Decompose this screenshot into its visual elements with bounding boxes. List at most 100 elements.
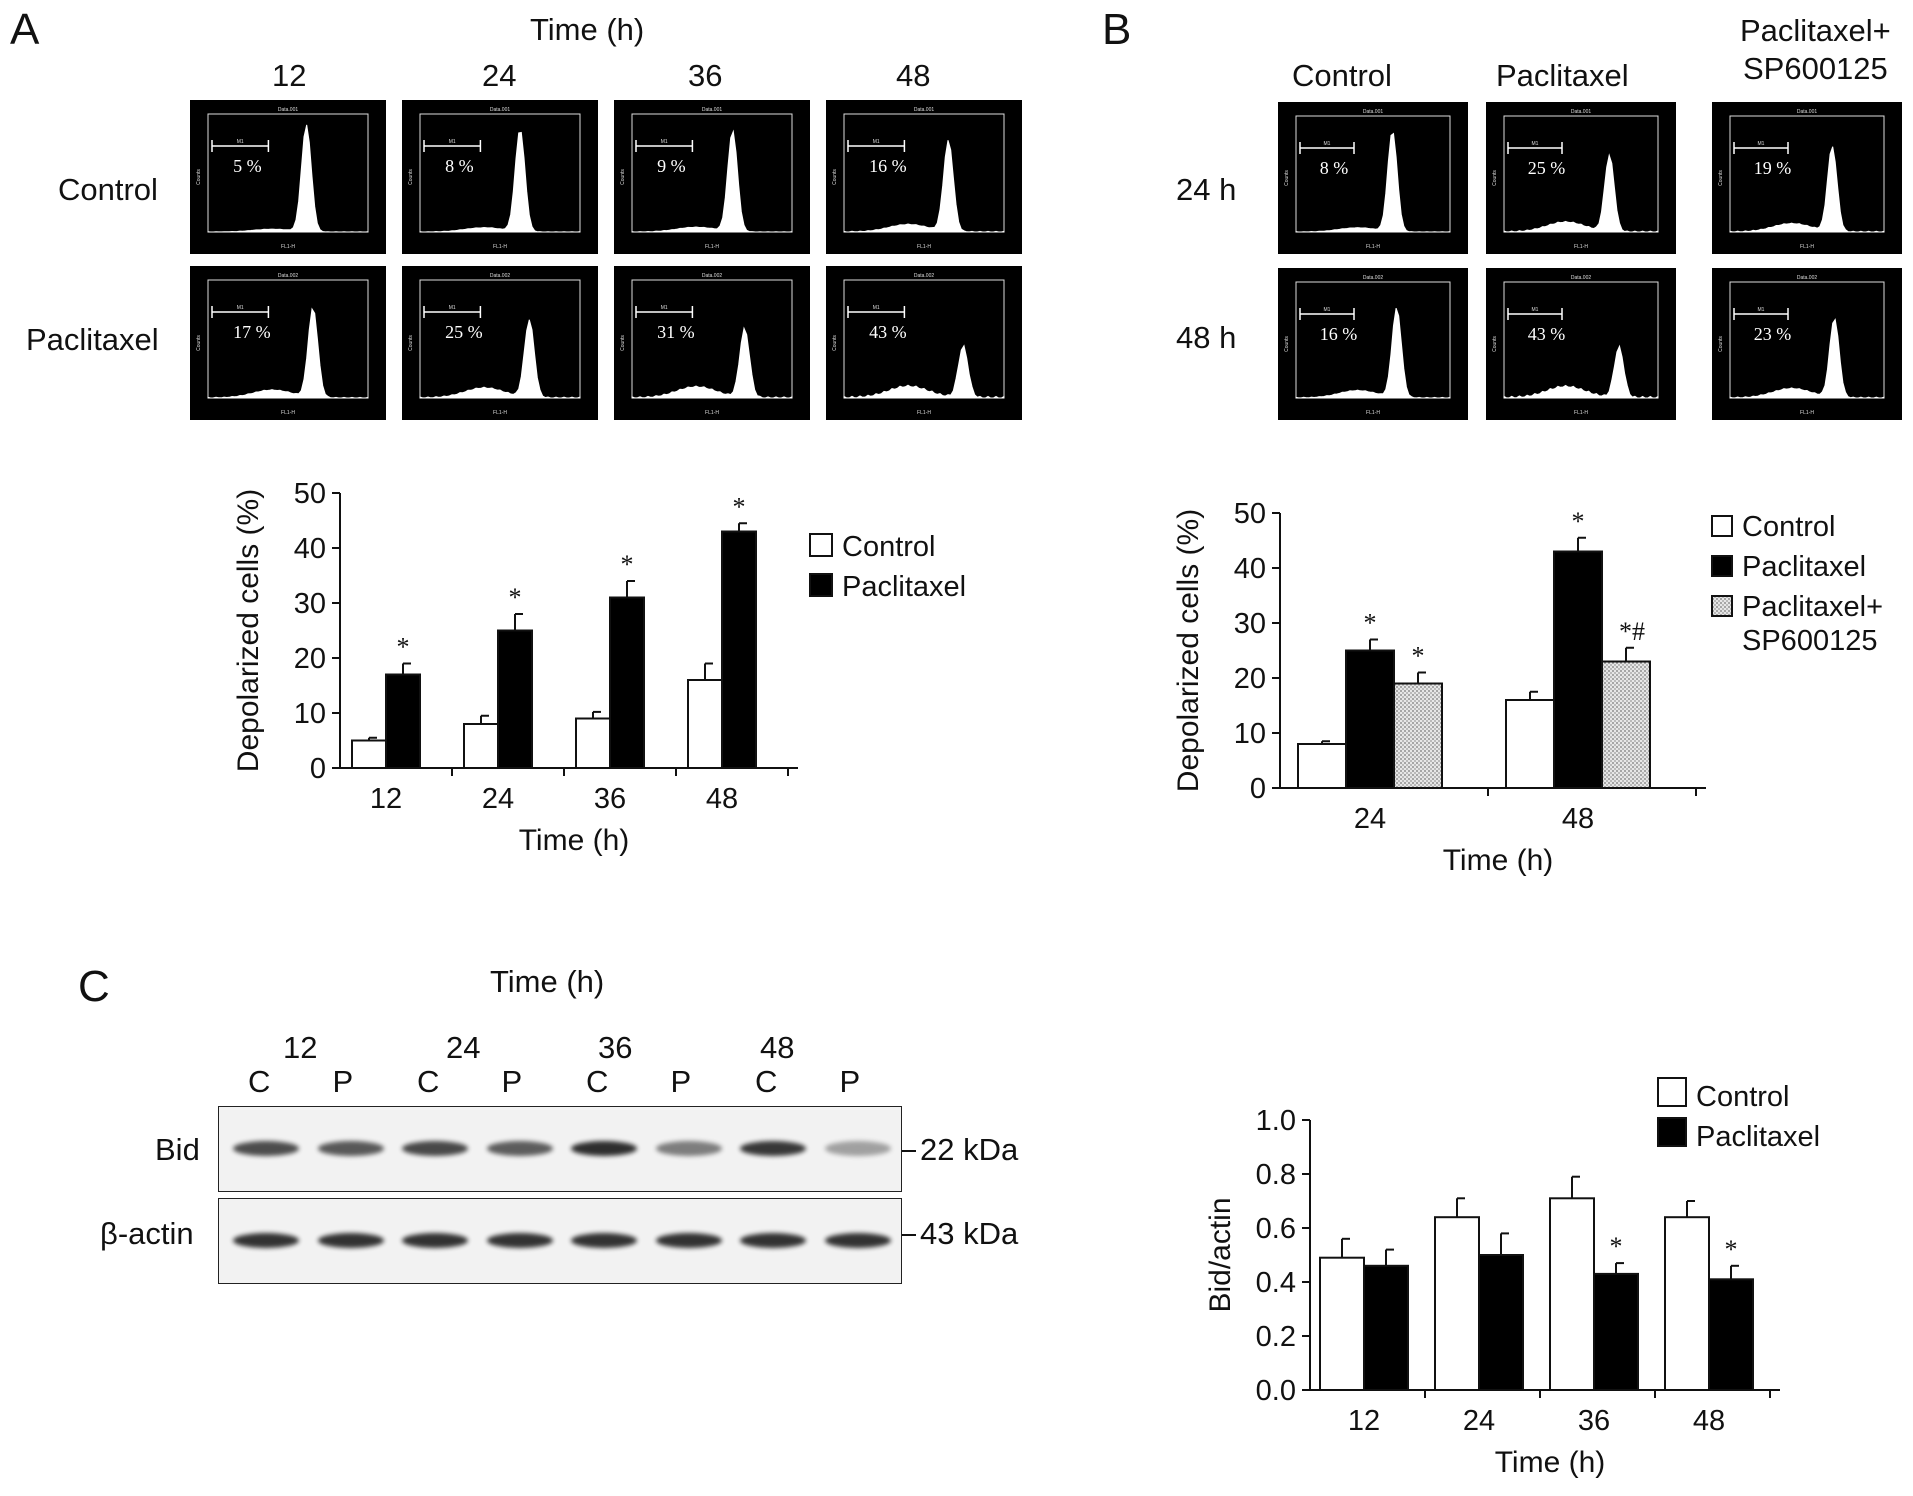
histogram-a-paclitaxel-36: Data.002 M1 31 % FL1-H Counts [614,266,810,420]
histogram-a-paclitaxel-48-header: Data.002 [914,273,935,279]
bar-control-24 [463,723,499,769]
lane-label-7: P [839,1064,861,1099]
y-tick-label: 0 [310,753,326,785]
histogram-b-1-2: Data.002 M1 23 % FL1-H Counts [1712,268,1902,420]
bid-band-5 [655,1141,722,1156]
panel-c-col-12: 12 [283,1030,318,1065]
y-tick-label: 40 [1234,553,1266,585]
bar-control-24 [1434,1216,1480,1391]
histogram-a-control-48-plot: Data.001 M1 16 % FL1-H Counts [832,107,1005,250]
bid-band-7 [824,1141,891,1156]
histogram-a-control-12-plot: Data.001 M1 5 % FL1-H Counts [196,107,369,250]
significance-mark: * [509,583,522,612]
histogram-b-0-2-distribution [1729,146,1885,233]
histogram-a-control-12-header: Data.001 [278,107,299,113]
histogram-a-paclitaxel-12-xlabel: FL1-H [281,410,295,416]
histogram-a-paclitaxel-36-percent: 31 % [657,322,695,342]
histogram-a-control-24-ylabel: Counts [408,169,414,185]
panel-a-letter: A [10,5,40,54]
x-tick-label-48: 48 [706,783,738,815]
histogram-a-control-12-xlabel: FL1-H [281,244,295,250]
histogram-b-0-1-xlabel: FL1-H [1574,244,1588,250]
histogram-a-paclitaxel-48: Data.002 M1 43 % FL1-H Counts [826,266,1022,420]
y-tick-label: 50 [1234,498,1266,530]
histogram-a-paclitaxel-24: Data.002 M1 25 % FL1-H Counts [402,266,598,420]
histogram-a-control-12-distribution [207,124,369,233]
histogram-a-paclitaxel-36-frame [631,279,793,399]
histogram-b-1-0-xlabel: FL1-H [1366,410,1380,416]
histogram-a-control-36-percent: 9 % [657,156,686,176]
histogram-b-0-2-ylabel: Counts [1718,170,1724,186]
x-tick-label-12: 12 [370,783,402,815]
histogram-a-paclitaxel-12: Data.002 M1 17 % FL1-H Counts [190,266,386,420]
x-tick-label-36: 36 [1578,1405,1610,1437]
y-tick-label: 30 [1234,608,1266,640]
bar-paclitaxel-36 [1593,1272,1639,1391]
histogram-b-0-0-header: Data.001 [1363,109,1384,115]
histogram-a-paclitaxel-12-header: Data.002 [278,273,299,279]
significance-mark: *# [1619,617,1645,646]
y-tick-label: 0.0 [1256,1375,1296,1407]
y-axis-title: Depolarized cells (%) [1172,509,1205,792]
legend-label-1: Paclitaxel [842,571,966,603]
panel-a-col-36: 36 [688,58,723,93]
histogram-a-control-48-header: Data.001 [914,107,935,113]
histogram-a-paclitaxel-36-gate-label: M1 [661,305,668,311]
histogram-b-1-0-plot: Data.002 M1 16 % FL1-H Counts [1284,275,1451,416]
histogram-b-1-0-header: Data.002 [1363,275,1384,281]
x-tick-label-48: 48 [1693,1405,1725,1437]
histogram-b-0-2-gate-label: M1 [1758,141,1765,147]
histogram-a-paclitaxel-24-header: Data.002 [490,273,511,279]
histogram-a-paclitaxel-48-frame [843,279,1005,399]
histogram-a-paclitaxel-12-gate-label: M1 [237,305,244,311]
histogram-b-0-0-distribution [1295,132,1451,233]
histogram-a-control-24-header: Data.001 [490,107,511,113]
histogram-a-control-12: Data.001 M1 5 % FL1-H Counts [190,100,386,254]
bar-paclitaxel+-24 [1393,682,1443,789]
histogram-a-control-48-frame [843,113,1005,233]
x-tick-label-12: 12 [1348,1405,1380,1437]
blot-tick-bid [902,1150,916,1152]
histogram-b-0-1-distribution [1503,153,1659,233]
y-tick-label: 10 [294,698,326,730]
chart-c: 0.0 0.2 0.4 0.6 0.8 1.0 Bid/actin Time (h) 12 24 3… [1204,1077,1820,1479]
bar-paclitaxel-48 [1553,550,1603,789]
blot-size-actin: 43 kDa [920,1216,1019,1251]
blot-actin [218,1198,902,1284]
significance-mark: * [1572,507,1585,536]
histogram-a-control-36-header: Data.001 [702,107,723,113]
histogram-b-0-1-plot: Data.001 M1 25 % FL1-H Counts [1492,109,1659,250]
y-axis-title: Bid/actin [1204,1197,1237,1312]
legend-label-1: Paclitaxel [1742,551,1866,583]
histogram-b-1-2-ylabel: Counts [1718,336,1724,352]
histogram-b-1-1-percent: 43 % [1528,324,1566,344]
panel-a-col-48: 48 [896,58,931,93]
legend-swatch-0 [809,533,833,557]
panel-c-time-title: Time (h) [490,964,605,999]
histogram-a-paclitaxel-36-ylabel: Counts [620,335,626,351]
histogram-a-paclitaxel-24-frame [419,279,581,399]
y-tick-label: 1.0 [1256,1105,1296,1137]
lane-label-4: C [586,1064,609,1099]
significance-mark: * [733,492,746,521]
bid-band-4 [571,1141,637,1156]
actin-band-3 [486,1233,553,1248]
histogram-a-control-36-ylabel: Counts [620,169,626,185]
histogram-a-control-48-percent: 16 % [869,156,907,176]
histogram-a-control-36-plot: Data.001 M1 9 % FL1-H Counts [620,107,793,250]
legend-swatch-0 [1657,1077,1687,1107]
bar-control-36 [1549,1197,1595,1391]
blot-tick-actin [902,1234,916,1236]
histogram-b-0-1: Data.001 M1 25 % FL1-H Counts [1486,102,1676,254]
bar-paclitaxel-24 [497,629,533,769]
panel-b-row-24h: 24 h [1176,172,1237,207]
panel-b-row-48h: 48 h [1176,320,1237,355]
histogram-a-control-48-ylabel: Counts [832,169,838,185]
histogram-b-1-1-header: Data.002 [1571,275,1592,281]
bar-paclitaxel+-48 [1601,660,1651,789]
x-tick-label-24: 24 [482,783,514,815]
histogram-b-0-1-header: Data.001 [1571,109,1592,115]
histogram-a-control-24-frame [419,113,581,233]
y-tick-label: 30 [294,588,326,620]
y-tick-label: 50 [294,478,326,510]
